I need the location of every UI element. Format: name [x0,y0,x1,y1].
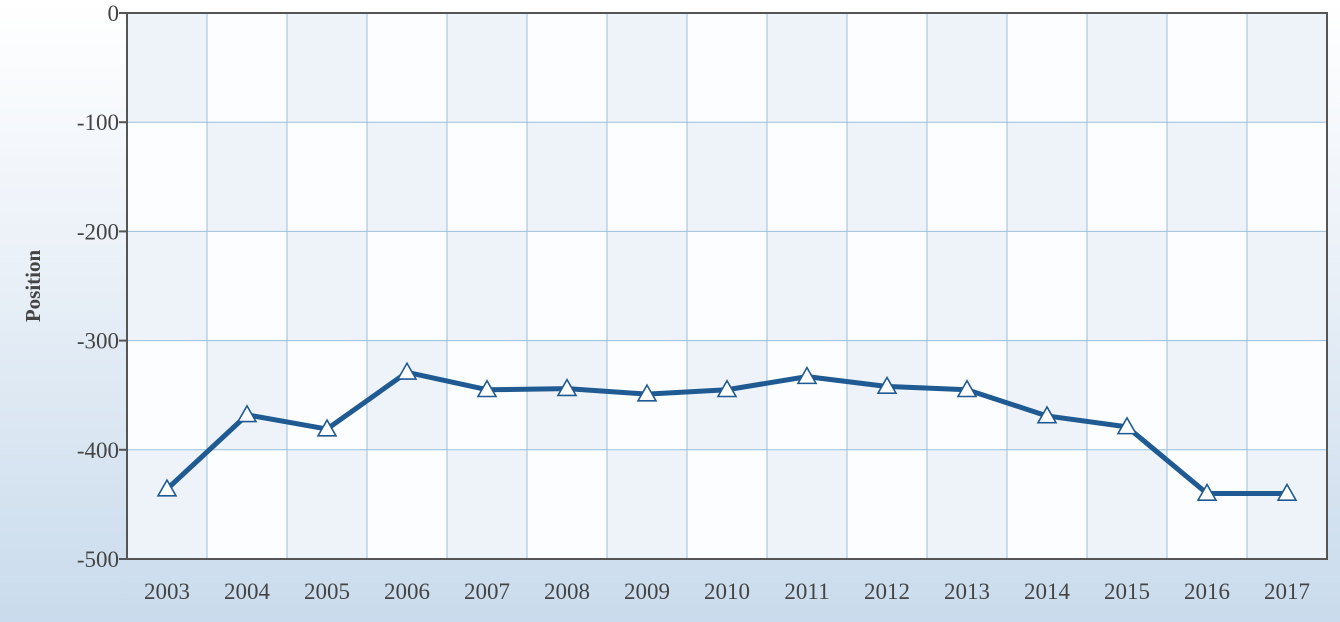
grid-band [127,13,207,123]
grid-band [1007,122,1087,232]
plot-area [127,13,1327,559]
x-tick-label: 2016 [1184,579,1230,604]
data-point-marker [636,383,658,402]
grid-band [447,231,527,341]
grid-band [847,340,927,450]
grid-band [607,231,687,341]
y-tick-label: 0 [108,1,120,26]
grid-band [207,340,287,450]
x-tick-label: 2010 [704,579,750,604]
grid-band [287,13,367,123]
grid-band [927,13,1007,123]
grid-band [287,449,367,559]
y-tick-label: -100 [77,110,119,135]
grid-band [767,231,847,341]
data-point-marker [796,366,818,385]
grid-band [367,122,447,232]
grid-band [287,231,367,341]
grid-band [847,122,927,232]
y-axis-label: Position [21,250,45,323]
x-axis: 2003 2004 2005 2006 2007 2008 2009 2010 2011 2012… [144,579,1310,604]
grid-band [1247,449,1327,559]
data-point-marker [956,379,978,398]
plot-border [126,12,1328,560]
grid-band [1167,340,1247,450]
grid-band [607,13,687,123]
grid-band [607,449,687,559]
x-tick-label: 2015 [1104,579,1150,604]
data-point-marker [1196,482,1218,502]
x-tick-label: 2017 [1264,579,1310,604]
x-tick-label: 2009 [624,579,670,604]
series-group [156,361,1298,502]
grid-band [687,122,767,232]
x-tick-label: 2014 [1024,579,1071,604]
grid-band [1167,122,1247,232]
data-point-marker [236,404,258,423]
y-tick-label: -300 [77,329,119,354]
x-tick-label: 2005 [304,579,350,604]
x-tick-label: 2004 [224,579,271,604]
grid-band [927,231,1007,341]
grid-band [447,13,527,123]
x-tick-label: 2006 [384,579,430,604]
x-tick-label: 2003 [144,579,190,604]
grid-band [1087,449,1167,559]
data-point-marker [156,478,178,497]
grid-band [527,122,607,232]
grid-band [767,13,847,123]
grid-band [447,449,527,559]
data-point-marker [716,379,738,398]
grid-band [127,449,207,559]
data-point-marker [1276,482,1298,502]
y-tick-label: -200 [77,219,119,244]
grid-band [1007,340,1087,450]
y-axis: 0 -100 -200 -300 -400 -500 [77,1,127,572]
data-point-marker [316,418,338,437]
data-point-marker [1116,416,1138,435]
data-point-marker [396,361,418,380]
grid-lines [126,12,1328,560]
data-point-marker [556,378,578,397]
grid-band [1087,231,1167,341]
grid-band [927,449,1007,559]
x-tick-label: 2007 [464,579,510,604]
grid-band [1247,13,1327,123]
data-point-marker [1036,405,1058,424]
grid-band [767,449,847,559]
x-tick-label: 2012 [864,579,910,604]
grid-band [207,122,287,232]
grid-band [127,231,207,341]
grid-band [367,340,447,450]
x-tick-label: 2013 [944,579,990,604]
x-tick-label: 2011 [784,579,829,604]
data-point-marker [876,375,898,395]
grid-band [1087,13,1167,123]
y-tick-label: -500 [77,547,119,572]
y-tick-label: -400 [77,438,119,463]
x-tick-label: 2008 [544,579,590,604]
data-point-marker [476,379,498,398]
grid-band [1247,231,1327,341]
